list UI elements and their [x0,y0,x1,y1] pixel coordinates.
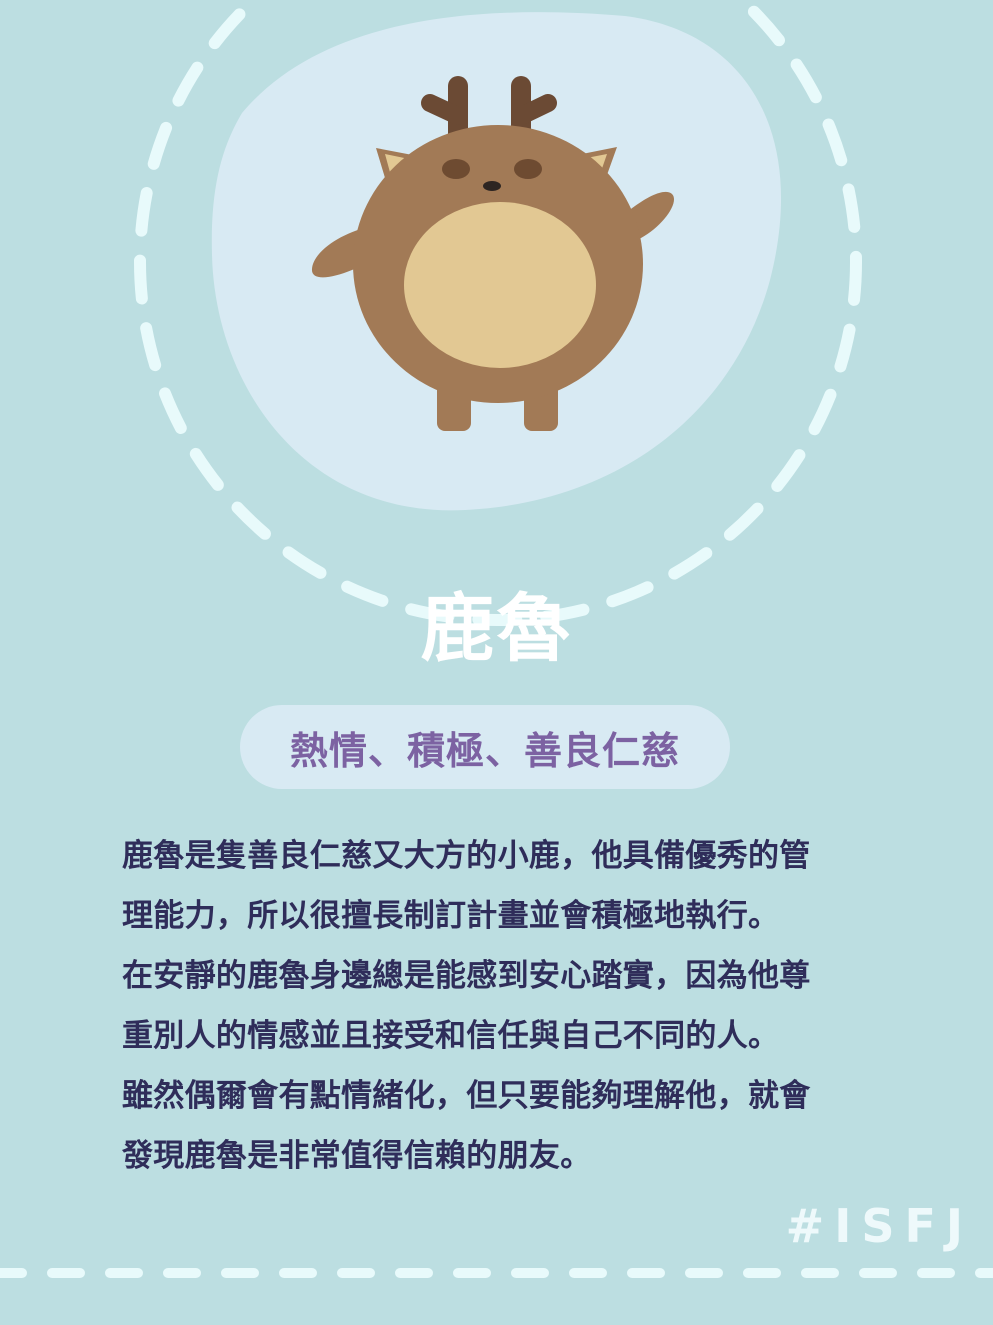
description-line: 雖然偶爾會有點情緒化，但只要能夠理解他，就會 [122,1078,811,1114]
description-line: 鹿魯是隻善良仁慈又大方的小鹿，他具備優秀的管 [122,838,811,874]
character-name: 鹿魯 [420,586,573,672]
traits-badge: 熱情、積極、善良仁慈 [240,705,730,789]
antler-icon [421,76,557,150]
description-line: 重別人的情感並且接受和信任與自己不同的人。 [122,1018,780,1054]
description-line: 理能力，所以很擅長制訂計畫並會積極地執行。 [122,898,780,934]
deer-left-eye [442,159,470,179]
deer-belly [404,202,596,368]
traits-text: 熱情、積極、善良仁慈 [289,728,680,773]
personality-tag: #ISFJ [785,1199,973,1253]
deer-mascot [311,76,675,431]
description-line: 發現鹿魯是非常值得信賴的朋友。 [122,1138,592,1174]
description-line: 在安靜的鹿魯身邊總是能感到安心踏實，因為他尊 [122,958,811,994]
deer-nose [483,181,501,191]
character-description: 鹿魯是隻善良仁慈又大方的小鹿，他具備優秀的管 理能力，所以很擅長制訂計畫並會積極… [122,826,882,1186]
decorative-dashed-circle [134,0,862,626]
deer-right-eye [514,159,542,179]
